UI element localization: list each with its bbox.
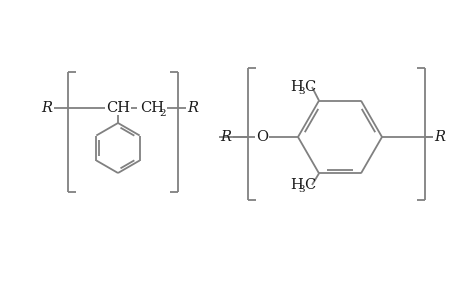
Text: 3: 3	[297, 184, 304, 194]
Text: R: R	[220, 130, 231, 144]
Text: H: H	[289, 178, 302, 192]
Text: O: O	[255, 130, 268, 144]
Text: 3: 3	[297, 86, 304, 95]
Text: H: H	[289, 80, 302, 94]
Text: R: R	[41, 101, 52, 115]
Text: R: R	[434, 130, 444, 144]
Text: CH: CH	[106, 101, 130, 115]
Text: 2: 2	[159, 109, 166, 118]
Text: C: C	[303, 80, 314, 94]
Text: CH: CH	[140, 101, 164, 115]
Text: R: R	[187, 101, 198, 115]
Text: C: C	[303, 178, 314, 192]
